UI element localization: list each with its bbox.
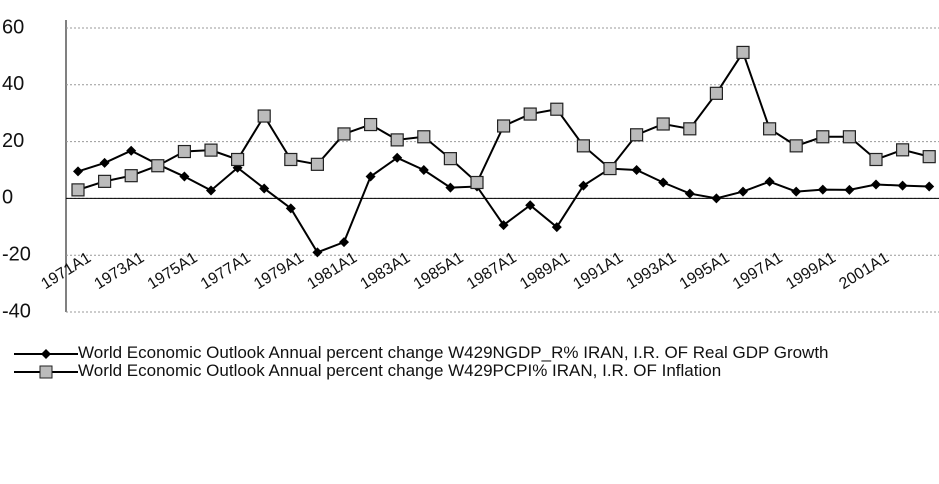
point [73, 166, 83, 177]
point [151, 159, 165, 173]
series-markers [71, 45, 936, 197]
series-line [77, 149, 930, 254]
point [497, 119, 511, 133]
x-tick-label: 1987A1 [464, 249, 520, 293]
y-tick-label: 0 [2, 187, 13, 209]
x-tick-label: 1977A1 [198, 249, 254, 293]
point [525, 200, 536, 211]
point [816, 130, 830, 144]
x-tick-label: 1991A1 [570, 249, 626, 293]
legend-label: World Economic Outlook Annual percent ch… [78, 361, 722, 380]
point [231, 152, 245, 167]
x-tick-label: 1983A1 [358, 249, 414, 293]
x-tick-label: 1981A1 [304, 249, 360, 293]
point [124, 169, 138, 183]
point [817, 184, 828, 195]
x-tick-label: 1993A1 [624, 249, 680, 293]
point [284, 152, 298, 167]
point [576, 139, 591, 153]
x-tick-label: 1989A1 [517, 249, 573, 293]
x-tick-label: 1985A1 [411, 249, 467, 293]
point [578, 180, 589, 191]
point [417, 130, 431, 144]
point [99, 157, 110, 168]
point [206, 185, 216, 196]
series-markers [73, 145, 935, 258]
legend-label: World Economic Outlook Annual percent ch… [78, 343, 829, 362]
point [897, 180, 908, 191]
x-tick-label: 1999A1 [783, 249, 839, 293]
legend-item: World Economic Outlook Annual percent ch… [14, 344, 939, 362]
point [922, 150, 936, 164]
point [445, 182, 456, 193]
point [869, 152, 883, 167]
point [523, 107, 537, 121]
point [629, 128, 644, 142]
point [844, 184, 855, 195]
point [71, 183, 85, 197]
x-tick-label: 1975A1 [145, 249, 201, 293]
point [97, 174, 112, 188]
point [126, 145, 137, 156]
point [257, 109, 271, 123]
point [498, 220, 509, 231]
x-tick-label: 2001A1 [836, 249, 892, 293]
y-tick-label: -40 [2, 300, 31, 322]
legend-swatch [14, 365, 78, 379]
point [179, 171, 190, 182]
x-tick-label: 1997A1 [730, 249, 786, 293]
x-tick-label: 1979A1 [251, 249, 307, 293]
x-tick-label: 1973A1 [92, 249, 148, 293]
point [312, 247, 323, 258]
y-tick-label: -20 [2, 243, 31, 265]
point [365, 171, 376, 182]
point [762, 122, 777, 136]
point [789, 139, 803, 153]
point [443, 152, 457, 166]
point [842, 130, 857, 144]
y-tick-label: 40 [2, 73, 24, 95]
y-tick-label: 60 [2, 16, 24, 38]
point [631, 165, 642, 175]
point [339, 237, 349, 248]
point [738, 186, 748, 197]
legend-swatch [14, 349, 78, 359]
point [470, 175, 484, 190]
legend-item: World Economic Outlook Annual percent ch… [14, 362, 939, 380]
point [177, 144, 191, 159]
point [711, 193, 722, 204]
point [310, 157, 324, 171]
y-tick-label: 20 [2, 130, 24, 152]
point [791, 186, 802, 197]
x-tick-label: 1995A1 [677, 249, 733, 293]
point [895, 143, 910, 157]
point [709, 86, 724, 100]
point [390, 133, 404, 147]
point [871, 179, 881, 190]
point [656, 117, 670, 131]
point [259, 183, 270, 194]
legend-marker [39, 365, 53, 379]
point [337, 127, 351, 141]
point [683, 122, 697, 136]
point [364, 117, 378, 132]
legend-marker [41, 349, 51, 359]
point [418, 165, 429, 175]
legend: World Economic Outlook Annual percent ch… [14, 344, 939, 380]
point [550, 102, 564, 116]
point [603, 161, 617, 176]
chart: -40-2002040601971A11973A11975A11977A1197… [2, 16, 939, 322]
point [551, 222, 562, 233]
point [392, 152, 403, 163]
point [924, 181, 935, 192]
point [764, 176, 775, 187]
point [736, 45, 750, 60]
point [684, 188, 695, 199]
point [204, 143, 218, 157]
point [658, 177, 669, 188]
point [285, 203, 296, 214]
